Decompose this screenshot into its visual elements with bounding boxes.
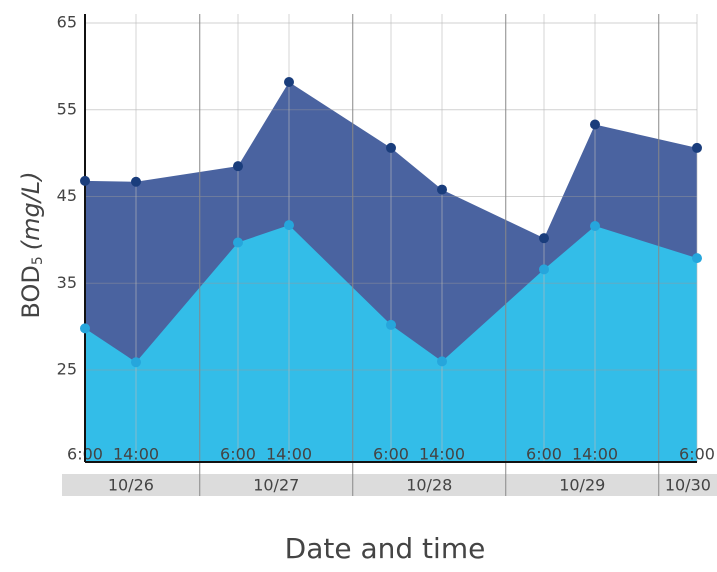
marker xyxy=(80,175,90,186)
x-tick-label: 6:00 xyxy=(373,445,409,464)
marker xyxy=(692,253,702,264)
marker xyxy=(80,323,90,334)
x-axis-label: Date and time xyxy=(285,532,486,565)
marker xyxy=(284,220,294,231)
y-tick-label: 65 xyxy=(57,13,77,32)
x-tick-label: 6:00 xyxy=(679,445,715,464)
date-band xyxy=(352,474,506,496)
y-tick-label: 25 xyxy=(57,360,77,379)
y-axis-label: BOD5 (mg/L) xyxy=(17,171,46,318)
x-tick-label: 14:00 xyxy=(419,445,465,464)
date-label: 10/29 xyxy=(559,476,605,495)
y-tick-label: 35 xyxy=(57,273,77,292)
marker xyxy=(131,357,141,368)
date-label: 10/26 xyxy=(108,476,154,495)
date-band xyxy=(62,474,200,496)
date-band xyxy=(199,474,353,496)
y-label-sub: 5 xyxy=(30,256,46,265)
x-tick-label: 14:00 xyxy=(572,445,618,464)
marker xyxy=(539,233,549,244)
date-band xyxy=(658,474,717,496)
marker xyxy=(233,237,243,248)
y-label-main: BOD xyxy=(17,265,45,318)
date-label: 10/27 xyxy=(253,476,299,495)
y-tick-label: 55 xyxy=(57,99,77,118)
x-tick-label: 14:00 xyxy=(113,445,159,464)
date-band xyxy=(505,474,659,496)
marker xyxy=(386,142,396,153)
marker xyxy=(386,319,396,330)
y-label-unit: (mg/L) xyxy=(17,171,45,250)
marker xyxy=(284,76,294,87)
date-label: 10/30 xyxy=(665,476,711,495)
x-tick-label: 6:00 xyxy=(220,445,256,464)
x-tick-label: 6:00 xyxy=(526,445,562,464)
marker xyxy=(590,119,600,130)
marker xyxy=(131,176,141,187)
x-tick-label: 14:00 xyxy=(266,445,312,464)
marker xyxy=(692,142,702,153)
date-label: 10/28 xyxy=(406,476,452,495)
marker xyxy=(437,356,447,367)
marker xyxy=(539,264,549,275)
marker xyxy=(437,184,447,195)
marker xyxy=(590,221,600,232)
marker xyxy=(233,161,243,172)
y-tick-label: 45 xyxy=(57,186,77,205)
